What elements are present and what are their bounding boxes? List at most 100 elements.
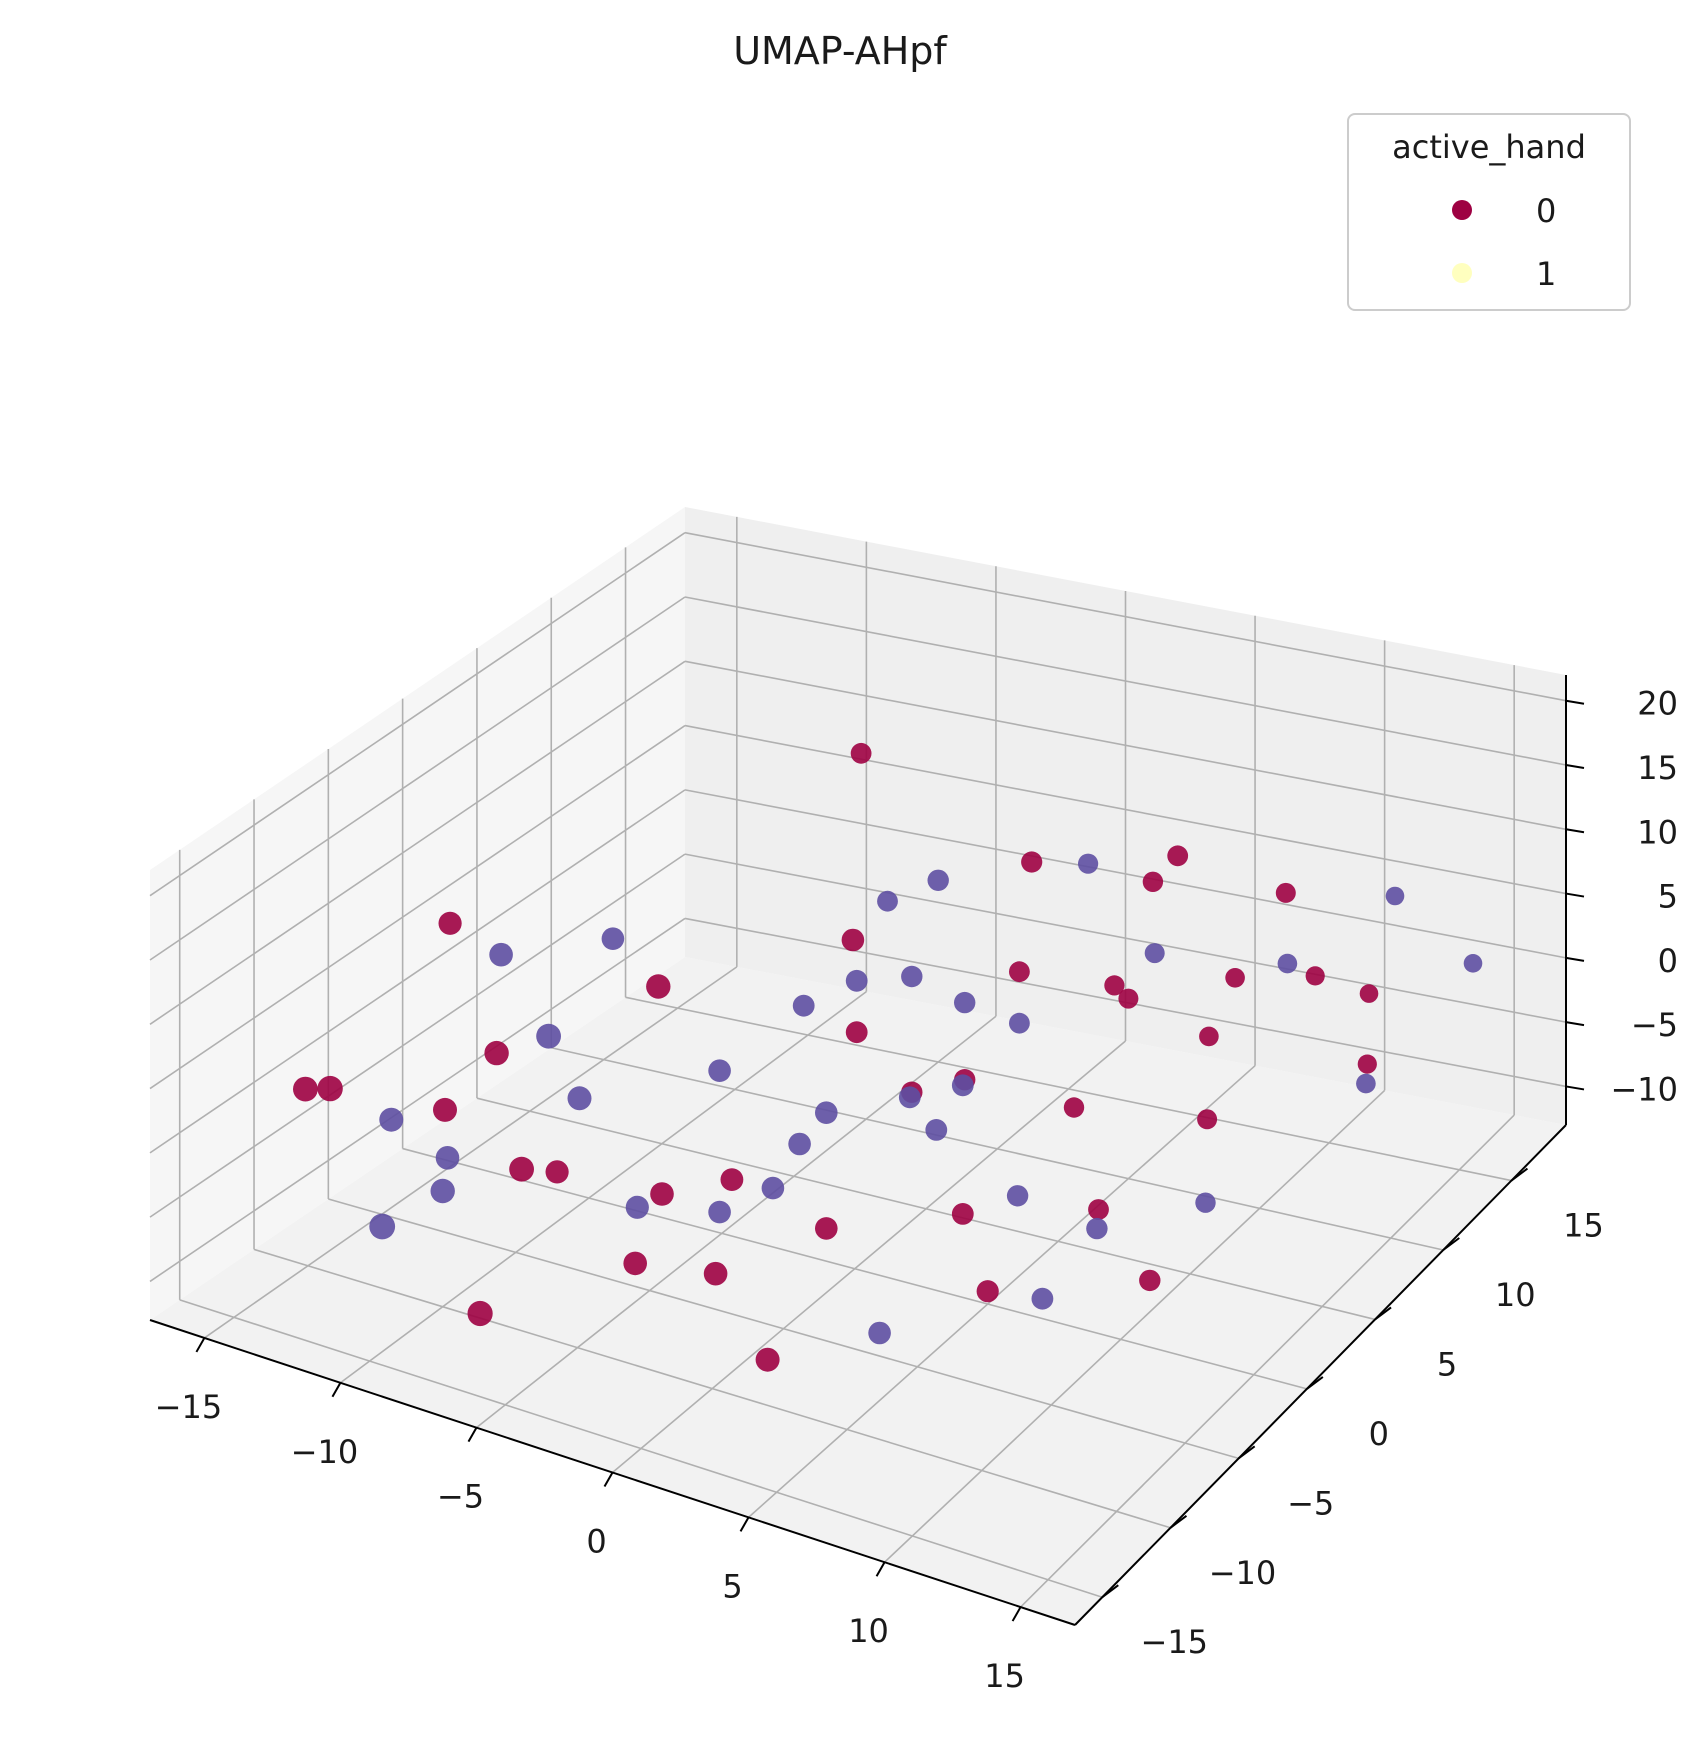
data-point-series-1 [1031,1287,1054,1310]
data-point-series-1 [1385,886,1405,906]
data-point-series-0 [1142,871,1164,892]
data-point-series-1 [601,927,625,950]
x-tick-label: −10 [291,1433,359,1471]
z-tick [1565,699,1585,705]
grid-line [747,1065,1256,1518]
data-point-series-0 [623,1251,647,1276]
data-point-series-1 [788,1132,811,1156]
x-tick [739,1516,750,1532]
data-point-series-0 [484,1040,509,1066]
data-point-series-0 [1275,882,1296,903]
data-point-series-1 [815,1101,838,1124]
legend-label-0: 0 [1536,192,1556,230]
legend-title: active_hand [1392,128,1586,166]
grid-line [684,853,1567,1023]
data-point-series-0 [1118,988,1139,1009]
data-point-series-0 [1167,845,1189,867]
data-point-series-1 [868,1321,891,1345]
grid-lines [149,516,1567,1608]
grid-line [339,990,867,1384]
z-tick [1565,956,1585,962]
y-tick-label: 0 [1369,1415,1389,1453]
y-tick-label: 5 [1437,1345,1457,1383]
data-point-series-1 [927,869,949,891]
data-point-series-1 [901,965,923,988]
data-point-series-1 [1463,954,1483,973]
data-point-series-0 [646,974,671,999]
grid-line [149,724,686,1090]
data-point-series-0 [841,928,865,952]
grid-line [1020,1114,1515,1608]
legend-label-1: 1 [1536,255,1556,293]
z-tick [1565,892,1585,898]
data-point-series-1 [379,1107,404,1132]
data-point-series-1 [1277,953,1298,974]
data-point-series-0 [850,742,872,764]
data-point-series-0 [951,1203,974,1225]
data-point-series-1 [877,890,898,912]
y-tick-label: 15 [1563,1207,1604,1245]
data-point-series-0 [467,1300,493,1327]
data-point-series-1 [792,994,815,1017]
grid-line [402,1147,1308,1390]
z-tick [1565,1021,1585,1027]
data-point-series-0 [509,1156,534,1182]
grid-line [625,996,1512,1182]
y-tick-label: 10 [1495,1276,1536,1314]
grid-line [684,789,1567,959]
y-tick [1306,1376,1324,1390]
legend-marker-0 [1452,200,1472,220]
data-point-series-1 [845,969,868,992]
data-point-series-0 [1357,1054,1377,1074]
data-point-series-1 [369,1213,396,1240]
data-point-series-1 [536,1023,561,1049]
x-tick-label: 5 [722,1567,742,1605]
data-point-series-0 [703,1261,728,1286]
x-tick-label: 0 [586,1523,606,1561]
data-point-series-0 [1021,851,1043,873]
x-tick [195,1337,206,1353]
data-point-series-1 [708,1059,731,1082]
x-tick [467,1427,478,1443]
z-tick-label: 0 [1658,942,1678,980]
y-axis-line [1074,1124,1567,1626]
data-point-series-1 [1356,1073,1376,1094]
grid-line [684,596,1567,766]
grid-line [149,789,686,1154]
data-point-series-0 [545,1160,569,1184]
data-point-series-1 [489,942,513,967]
y-tick-label: −5 [1287,1484,1334,1522]
z-tick-label: 5 [1658,878,1678,916]
grid-line [179,1299,1103,1598]
data-point-series-1 [1144,943,1165,964]
legend-marker-1 [1452,263,1472,283]
data-point-series-0 [293,1076,318,1102]
data-point-series-1 [708,1200,731,1224]
z-tick-label: −5 [1631,1006,1678,1044]
grid-line [253,1248,1171,1529]
data-point-series-1 [435,1146,460,1170]
grid-line [884,1089,1386,1563]
data-point-series-0 [1199,1026,1219,1047]
grid-line [149,853,686,1218]
x-tick [603,1472,614,1487]
y-tick-label: −15 [1141,1623,1209,1661]
data-point-series-0 [1197,1109,1218,1130]
data-point-series-1 [1009,1012,1030,1034]
x-tick-label: −5 [437,1478,484,1516]
data-point-series-1 [567,1086,592,1111]
x-tick [875,1561,886,1577]
z-tick-label: 20 [1637,685,1678,723]
data-point-series-0 [755,1347,780,1372]
z-tick-label: 15 [1637,749,1678,787]
data-point-series-1 [1086,1217,1108,1240]
data-point-series-0 [1063,1097,1085,1118]
data-point-series-1 [1006,1185,1029,1207]
x-tick-label: 15 [984,1657,1025,1695]
y-tick [1101,1584,1119,1599]
grid-line [149,660,686,1025]
x-tick [1011,1606,1022,1622]
grid-line [684,660,1567,831]
data-point-series-1 [625,1195,649,1219]
